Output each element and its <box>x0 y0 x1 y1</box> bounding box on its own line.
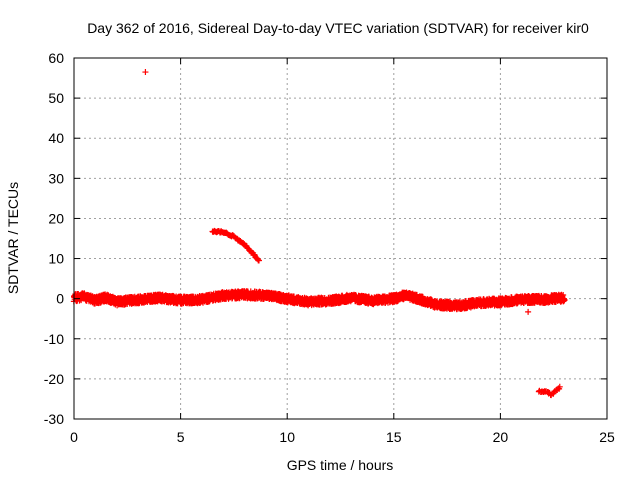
y-tick-label: 0 <box>56 291 64 307</box>
plot-frame <box>73 57 608 420</box>
y-tick-label: 50 <box>48 90 64 106</box>
y-tick-label: 30 <box>48 170 64 186</box>
chart-title: Day 362 of 2016, Sidereal Day-to-day VTE… <box>87 20 589 36</box>
x-tick-label: 20 <box>493 429 509 445</box>
data-points <box>70 69 568 399</box>
stray-point-point <box>525 308 532 315</box>
x-tick-label: 5 <box>177 429 185 445</box>
low-cluster-point <box>556 383 563 390</box>
outlier-top-point <box>142 69 149 76</box>
x-tick-label: 15 <box>386 429 402 445</box>
y-tick-label: 20 <box>48 210 64 226</box>
y-tick-label: -10 <box>44 331 64 347</box>
y-tick-label: -30 <box>44 411 64 427</box>
x-tick-label: 25 <box>599 429 615 445</box>
grid-lines <box>74 58 607 419</box>
y-axis-label: SDTVAR / TECUs <box>5 182 21 294</box>
y-tick-label: 60 <box>48 50 64 66</box>
x-axis-label: GPS time / hours <box>287 457 394 473</box>
x-tick-label: 10 <box>279 429 295 445</box>
y-tick-label: -20 <box>44 371 64 387</box>
main-band-point <box>561 296 568 303</box>
x-tick-label: 0 <box>70 429 78 445</box>
arc-point <box>255 257 262 264</box>
y-tick-label: 40 <box>48 130 64 146</box>
y-tick-label: 10 <box>48 251 64 267</box>
axis-ticks: 0 5 10 15 20 25 -30 -20 -10 0 10 20 30 40 50 60 <box>44 50 615 445</box>
